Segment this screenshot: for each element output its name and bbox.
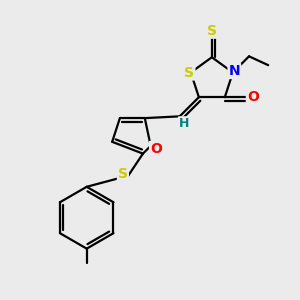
- Text: O: O: [150, 142, 162, 156]
- Text: S: S: [118, 167, 128, 181]
- Text: S: S: [184, 65, 194, 80]
- Text: O: O: [247, 90, 259, 104]
- Text: N: N: [229, 64, 240, 78]
- Text: S: S: [207, 24, 217, 38]
- Text: H: H: [179, 117, 189, 130]
